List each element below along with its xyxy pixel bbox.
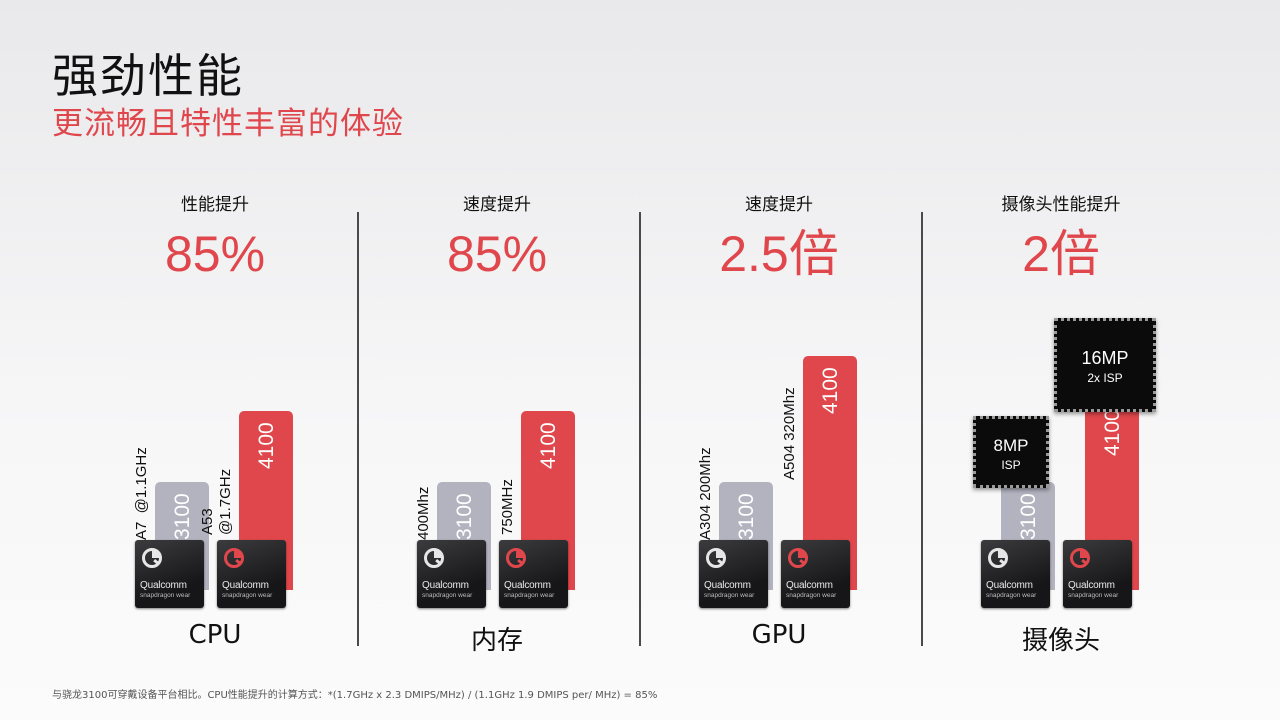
chip-brand: Qualcomm: [704, 580, 751, 591]
qualcomm-logo-icon: [424, 548, 444, 568]
chip-subtitle: snapdragon wear: [1068, 592, 1119, 599]
bar-value-label: 3100: [171, 493, 194, 540]
snapdragon-chip-icon: Qualcomm snapdragon wear: [135, 540, 204, 608]
metric-value: 2倍: [1022, 226, 1100, 282]
metric-value: 85%: [164, 226, 266, 282]
chip-subtitle: snapdragon wear: [222, 592, 273, 599]
isp-sensor-icon: 16MP 2x ISP: [1054, 318, 1156, 412]
bar-value-label: 3100: [735, 493, 758, 540]
snapdragon-chip-icon: Qualcomm snapdragon wear: [981, 540, 1050, 608]
bar-annotation: A7 @1.1GHz: [133, 447, 150, 540]
metric-label: 速度提升: [463, 195, 531, 215]
sensor-resolution: 8MP: [993, 436, 1029, 455]
qualcomm-logo-icon: [142, 548, 162, 568]
sensor-isp: ISP: [1001, 458, 1021, 472]
snapdragon-chip-icon: Qualcomm snapdragon wear: [417, 540, 486, 608]
bar-value-label: 3100: [1017, 493, 1040, 540]
chip-subtitle: snapdragon wear: [786, 592, 837, 599]
bar-annotation: A504 320Mhz: [781, 387, 798, 480]
snapdragon-chip-icon: Qualcomm snapdragon wear: [699, 540, 768, 608]
qualcomm-logo-icon: [788, 548, 808, 568]
snapdragon-chip-icon: Qualcomm snapdragon wear: [217, 540, 286, 608]
chip-brand: Qualcomm: [504, 580, 551, 591]
chip-subtitle: snapdragon wear: [504, 592, 555, 599]
qualcomm-logo-icon: [224, 548, 244, 568]
chart-panel-1: 速度提升 85% 3100 400Mhz Qualcomm snapdragon we…: [357, 0, 637, 720]
metric-label: 摄像头性能提升: [1001, 195, 1121, 215]
chip-brand: Qualcomm: [786, 580, 833, 591]
footnote: 与骁龙3100可穿戴设备平台相比。CPU性能提升的计算方式：*(1.7GHz x…: [52, 690, 658, 701]
metric-value: 85%: [446, 226, 548, 282]
category-label: 内存: [470, 626, 523, 656]
bar-value-label: 3100: [453, 493, 476, 540]
snapdragon-chip-icon: Qualcomm snapdragon wear: [499, 540, 568, 608]
page-subtitle: 更流畅且特性丰富的体验: [52, 106, 404, 142]
page-title: 强劲性能: [52, 49, 244, 103]
chip-brand: Qualcomm: [222, 580, 269, 591]
metric-label: 性能提升: [181, 195, 249, 215]
bar-value-label: 4100: [1101, 409, 1124, 456]
category-label: GPU: [751, 620, 807, 650]
chip-brand: Qualcomm: [422, 580, 469, 591]
bar-annotation: A304 200Mhz: [697, 447, 714, 540]
divider: [921, 212, 923, 646]
snapdragon-chip-icon: Qualcomm snapdragon wear: [781, 540, 850, 608]
chip-subtitle: snapdragon wear: [986, 592, 1037, 599]
chart-panel-2: 速度提升 2.5倍 3100 A304 200Mhz Qualcomm snapdra…: [639, 0, 919, 720]
metric-label: 速度提升: [745, 195, 813, 215]
chip-brand: Qualcomm: [1068, 580, 1115, 591]
bar-value-label: 4100: [537, 422, 560, 469]
chart-panel-3: 摄像头性能提升 2倍 3100 Qualcomm snapdragon wear 41…: [921, 0, 1201, 720]
isp-sensor-icon: 8MP ISP: [973, 416, 1049, 488]
qualcomm-logo-icon: [1070, 548, 1090, 568]
chip-brand: Qualcomm: [986, 580, 1033, 591]
divider: [639, 212, 641, 646]
snapdragon-chip-icon: Qualcomm snapdragon wear: [1063, 540, 1132, 608]
chip-subtitle: snapdragon wear: [704, 592, 755, 599]
bar-annotation: A53 @1.7GHz: [199, 468, 234, 535]
category-label: 摄像头: [1021, 626, 1100, 656]
category-label: CPU: [188, 620, 242, 650]
bar-value-label: 4100: [819, 367, 842, 414]
qualcomm-logo-icon: [706, 548, 726, 568]
chip-subtitle: snapdragon wear: [422, 592, 473, 599]
bar-annotation: 400Mhz: [415, 486, 432, 540]
qualcomm-logo-icon: [988, 548, 1008, 568]
divider: [357, 212, 359, 646]
chip-subtitle: snapdragon wear: [140, 592, 191, 599]
chart-panel-0: 性能提升 85% 3100 A7 @1.1GHz Qualcomm snapdrago…: [75, 0, 355, 720]
bar-value-label: 4100: [255, 422, 278, 469]
chip-brand: Qualcomm: [140, 580, 187, 591]
qualcomm-logo-icon: [506, 548, 526, 568]
bar-annotation: 750MHz: [499, 479, 516, 535]
sensor-resolution: 16MP: [1081, 348, 1129, 368]
metric-value: 2.5倍: [719, 226, 839, 282]
sensor-isp: 2x ISP: [1087, 371, 1123, 385]
